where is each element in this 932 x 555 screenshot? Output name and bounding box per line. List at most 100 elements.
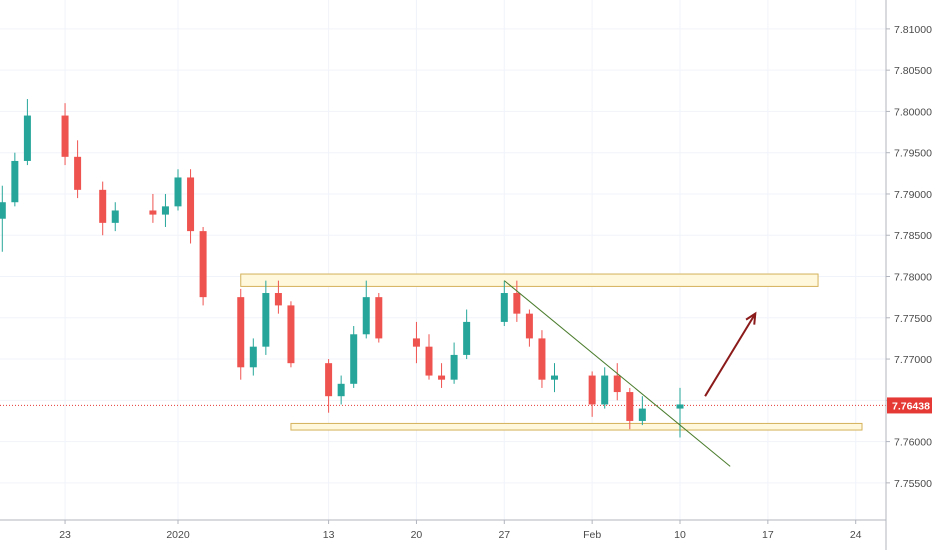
candle-body (551, 375, 558, 380)
y-tick-label: 7.75500 (894, 478, 932, 490)
candle-body (601, 375, 609, 405)
candle-body (525, 313, 533, 339)
resistance-zone (240, 273, 819, 287)
candle[interactable] (613, 363, 621, 401)
candle-body (500, 293, 508, 322)
x-tick-label: 2020 (166, 529, 190, 541)
candle[interactable] (601, 367, 609, 409)
candle-body (613, 375, 621, 393)
candle[interactable] (111, 202, 119, 232)
candle-body (412, 338, 420, 347)
candle-body (274, 293, 282, 306)
candle-body (74, 156, 82, 190)
candle-body (325, 363, 333, 397)
candle[interactable] (438, 363, 446, 388)
candle-body (149, 210, 157, 215)
x-tick-label: 24 (850, 529, 862, 541)
support-zone (290, 422, 863, 431)
candle[interactable] (588, 371, 596, 417)
candle[interactable] (337, 375, 345, 405)
candle-body (676, 404, 684, 409)
candle[interactable] (274, 280, 282, 314)
candle[interactable] (0, 185, 6, 252)
candle[interactable] (350, 326, 358, 388)
candle[interactable] (262, 280, 270, 355)
candle[interactable] (412, 321, 420, 364)
candle-body (425, 346, 433, 376)
candle-body (174, 177, 182, 207)
candle[interactable] (425, 334, 433, 380)
time-axis[interactable]: 23 2020 13 20 27 Feb 10 17 24 (59, 520, 862, 541)
candle[interactable] (161, 193, 169, 227)
candle[interactable] (325, 359, 333, 413)
candle[interactable] (287, 301, 295, 368)
x-tick-label: 13 (323, 529, 335, 541)
candle[interactable] (23, 99, 31, 166)
arrow-icon (745, 311, 757, 325)
candle[interactable] (626, 387, 634, 430)
candle-body (0, 202, 6, 219)
candle[interactable] (174, 169, 182, 211)
candle[interactable] (149, 193, 157, 223)
candle-body (161, 206, 169, 215)
candle-body (450, 354, 458, 380)
descending-trendline (503, 280, 731, 467)
candle-body (362, 297, 370, 335)
y-tick-label: 7.77000 (894, 354, 932, 366)
y-tick-label: 7.76000 (894, 437, 932, 449)
candle-body (187, 177, 195, 232)
candle[interactable] (362, 280, 370, 339)
candle[interactable] (525, 309, 533, 347)
candle-body (23, 115, 31, 161)
drawing-annotations (503, 280, 757, 467)
candle[interactable] (375, 293, 383, 343)
current-price-tag: 7.76438 (887, 397, 932, 414)
zone-annotations (240, 273, 863, 431)
y-tick-label: 7.81000 (894, 24, 932, 36)
y-tick-label: 7.79500 (894, 148, 932, 160)
candle[interactable] (237, 288, 245, 380)
x-tick-label: 17 (762, 529, 774, 541)
candle-body (626, 392, 634, 421)
candle[interactable] (676, 387, 684, 438)
candle[interactable] (11, 152, 19, 207)
x-tick-label: 27 (498, 529, 510, 541)
candle[interactable] (638, 396, 646, 426)
candle[interactable] (450, 342, 458, 384)
candle-body (237, 297, 245, 368)
candle[interactable] (187, 169, 195, 244)
candle-body (538, 338, 546, 380)
candle-body (638, 408, 646, 421)
candle-body (61, 115, 69, 157)
candle-body (438, 375, 446, 380)
candle[interactable] (74, 140, 82, 199)
arrow-shaft (704, 313, 757, 397)
candle[interactable] (199, 226, 207, 306)
candle-body (249, 346, 257, 368)
candle-body (99, 189, 107, 223)
x-tick-label: Feb (583, 529, 601, 541)
candle[interactable] (99, 181, 107, 236)
x-tick-label: 23 (59, 529, 71, 541)
candle-body (350, 334, 358, 384)
y-tick-label: 7.79000 (894, 189, 932, 201)
candle-body (11, 160, 19, 203)
candle-body (111, 210, 119, 223)
y-tick-label: 7.77500 (894, 313, 932, 325)
current-price-tag-background (887, 397, 932, 414)
candle[interactable] (551, 363, 558, 393)
candle[interactable] (500, 280, 508, 327)
candle-body (287, 305, 295, 364)
candles[interactable] (0, 99, 684, 438)
candle[interactable] (249, 338, 257, 376)
candle[interactable] (463, 309, 471, 360)
y-tick-label: 7.78000 (894, 272, 932, 284)
y-tick-label: 7.80500 (894, 65, 932, 77)
candle[interactable] (538, 330, 546, 388)
candle[interactable] (513, 280, 521, 322)
candle[interactable] (61, 103, 69, 166)
y-tick-label: 7.80000 (894, 106, 932, 118)
current-price-label: 7.76438 (892, 400, 930, 412)
